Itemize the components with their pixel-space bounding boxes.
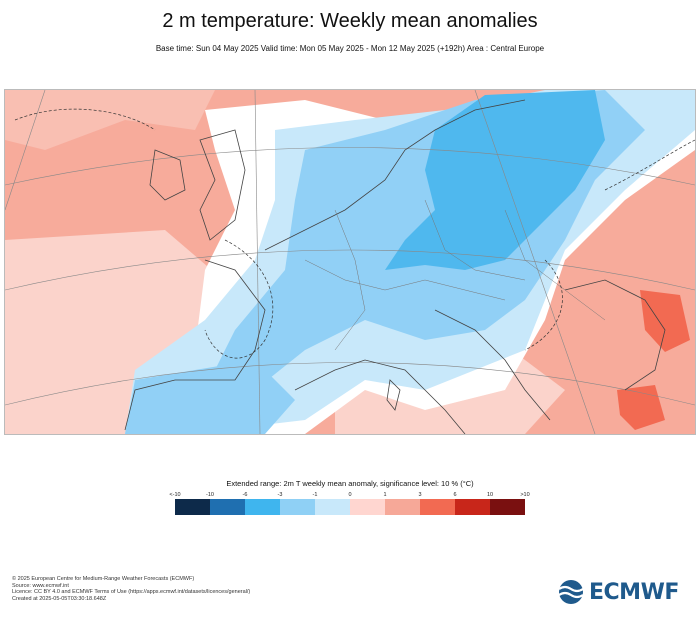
warm-strong-region-southeast (617, 385, 665, 430)
legend-color-swatch (385, 499, 420, 515)
legend-label: -10 (206, 492, 214, 498)
coastline-corsica (386, 379, 401, 411)
anomaly-map (4, 89, 696, 435)
legend-color-swatch (210, 499, 245, 515)
graticule-line (5, 249, 695, 291)
legend-label: -1 (312, 492, 318, 498)
map-canvas (5, 90, 695, 434)
legend-color-swatch (350, 499, 385, 515)
cool-strong-region (385, 90, 605, 270)
country-border (424, 199, 526, 281)
country-border (504, 209, 606, 321)
graticule-line (5, 90, 46, 211)
significance-contour (204, 239, 274, 359)
legend-color-swatch (420, 499, 455, 515)
legend-labels: <-10 -10 -6 -3 -1 0 1 3 6 10 >10 (169, 492, 529, 502)
cool-region-iberia (125, 360, 295, 434)
footer-created: Created at 2025-05-05T03:30:18.648Z (12, 595, 107, 602)
logo-text: ECMWF (589, 579, 679, 605)
graticule-line (5, 147, 695, 186)
graticule-line (474, 90, 596, 434)
coastline-east (564, 279, 666, 391)
legend-label: <-10 (169, 492, 181, 498)
coastline-ireland (149, 149, 186, 201)
legend-label: -3 (277, 492, 283, 498)
legend-color-swatch (315, 499, 350, 515)
legend-color-swatch (280, 499, 315, 515)
legend-label: 0 (348, 492, 352, 498)
warm-light-region-north (5, 90, 215, 150)
coastline-italy (434, 309, 551, 421)
warm-strong-region-east (640, 290, 690, 352)
legend-color-swatch (245, 499, 280, 515)
legend-colorbar (175, 499, 525, 515)
footer-source: Source: www.ecmwf.int (12, 582, 69, 589)
legend-label: -6 (242, 492, 248, 498)
footer: © 2025 European Centre for Medium-Range … (12, 576, 250, 602)
legend-title: Extended range: 2m T weekly mean anomaly… (226, 479, 474, 488)
legend-color-swatch (455, 499, 490, 515)
ecmwf-logo: ECMWF (556, 577, 679, 607)
legend-label: 3 (418, 492, 422, 498)
legend-label: >10 (520, 492, 530, 498)
chart-title: 2 m temperature: Weekly mean anomalies (162, 10, 538, 32)
country-border (304, 259, 506, 301)
legend-color-swatch (175, 499, 210, 515)
coastline-mediterranean (294, 359, 466, 434)
coastline-west (124, 259, 266, 431)
footer-copyright: © 2025 European Centre for Medium-Range … (12, 576, 195, 582)
legend-color-swatch (490, 499, 525, 515)
country-border (334, 209, 366, 351)
coastline-north (264, 99, 526, 251)
legend-label: 1 (383, 492, 387, 498)
graticule-line (254, 90, 261, 434)
coastline-britain (199, 129, 246, 241)
significance-contour (524, 259, 563, 351)
chart-subtitle: Base time: Sun 04 May 2025 Valid time: M… (155, 44, 545, 53)
legend-label: 6 (453, 492, 457, 498)
significance-contour (604, 139, 695, 191)
ecmwf-logo-icon (558, 580, 584, 604)
significance-contour (14, 108, 156, 131)
graticule-line (5, 362, 695, 406)
legend-label: 10 (486, 492, 494, 498)
footer-licence: Licence: CC BY 4.0 and ECMWF Terms of Us… (12, 589, 251, 596)
